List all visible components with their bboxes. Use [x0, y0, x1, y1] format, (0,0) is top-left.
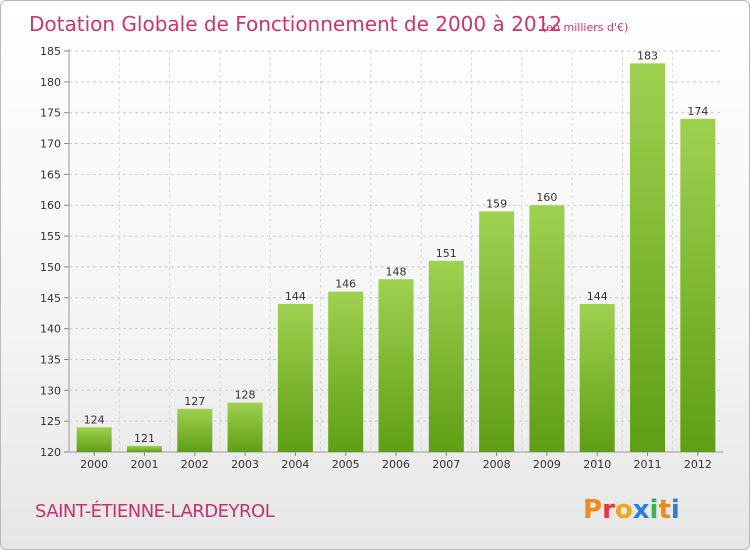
logo-letter: t — [658, 495, 670, 525]
y-tick-label: 130 — [40, 384, 61, 397]
y-tick-label: 160 — [40, 199, 61, 212]
bar-2006 — [378, 279, 414, 452]
logo-letter: x — [633, 495, 650, 525]
bar-2002 — [177, 408, 213, 452]
x-tick-label-2003: 2003 — [231, 458, 259, 471]
x-tick-label-2000: 2000 — [80, 458, 108, 471]
bar-2007 — [428, 260, 464, 452]
data-label-2008: 159 — [486, 197, 507, 210]
bar-2010 — [579, 303, 615, 452]
x-tick-label-2011: 2011 — [634, 458, 662, 471]
x-tick-label-2009: 2009 — [533, 458, 561, 471]
data-label-2006: 148 — [386, 265, 407, 278]
bar-2012 — [680, 118, 716, 452]
data-label-2000: 124 — [84, 413, 105, 426]
grid-lines — [69, 50, 723, 452]
chart-title: Dotation Globale de Fonctionnement de 20… — [29, 12, 562, 36]
bar-2003 — [227, 402, 263, 452]
bar-2000 — [76, 427, 112, 452]
bar-2001 — [126, 445, 162, 452]
y-tick-label: 170 — [40, 138, 61, 151]
data-label-2009: 160 — [536, 191, 557, 204]
data-label-2002: 127 — [184, 395, 205, 408]
bar-2004 — [277, 303, 313, 452]
logo-letter: o — [615, 495, 633, 525]
y-tick-label: 155 — [40, 230, 61, 243]
y-tick-label: 135 — [40, 353, 61, 366]
y-tick-label: 120 — [40, 446, 61, 459]
logo-letter: i — [650, 495, 659, 525]
y-tick-label: 125 — [40, 415, 61, 428]
logo-letter: i — [671, 495, 680, 525]
data-label-2005: 146 — [335, 278, 356, 291]
commune-name: SAINT-ÉTIENNE-LARDEYROL — [35, 500, 275, 522]
bar-2009 — [529, 205, 565, 452]
bar-2011 — [630, 63, 666, 452]
proxiti-logo: Proxiti — [583, 495, 680, 525]
y-tick-label: 140 — [40, 323, 61, 336]
x-tick-label-2001: 2001 — [130, 458, 158, 471]
x-tick-label-2010: 2010 — [583, 458, 611, 471]
bars — [76, 63, 716, 452]
x-tick-label-2007: 2007 — [432, 458, 460, 471]
bar-2008 — [479, 211, 515, 452]
logo-letter: P — [583, 495, 602, 525]
x-tick-label-2005: 2005 — [332, 458, 360, 471]
data-label-2001: 121 — [134, 432, 155, 445]
x-tick-label-2006: 2006 — [382, 458, 410, 471]
x-tick-label-2008: 2008 — [483, 458, 511, 471]
bar-2005 — [328, 291, 364, 452]
data-label-2007: 151 — [436, 247, 457, 260]
x-tick-label-2002: 2002 — [181, 458, 209, 471]
y-tick-label: 165 — [40, 168, 61, 181]
chart-unit: (en milliers d'€) — [542, 21, 628, 34]
x-tick-label-2004: 2004 — [281, 458, 309, 471]
logo-letter: r — [602, 495, 615, 525]
y-tick-label: 175 — [40, 107, 61, 120]
data-label-2012: 174 — [687, 105, 708, 118]
data-label-2011: 183 — [637, 49, 658, 62]
data-label-2003: 128 — [235, 389, 256, 402]
y-tick-label: 180 — [40, 76, 61, 89]
axes: 120 125 130 135 140 145 150 155 160 165 170 175 180 1… — [40, 45, 723, 471]
y-tick-label: 145 — [40, 292, 61, 305]
proxiti-logo-text: Proxiti — [583, 495, 680, 525]
data-label-2010: 144 — [587, 290, 608, 303]
data-labels: 124 121 127 128 144 146 148 151 159 160 144 183 174 — [84, 49, 709, 444]
data-label-2004: 144 — [285, 290, 306, 303]
y-tick-label: 150 — [40, 261, 61, 274]
x-tick-label-2012: 2012 — [684, 458, 712, 471]
y-tick-label: 185 — [40, 45, 61, 58]
